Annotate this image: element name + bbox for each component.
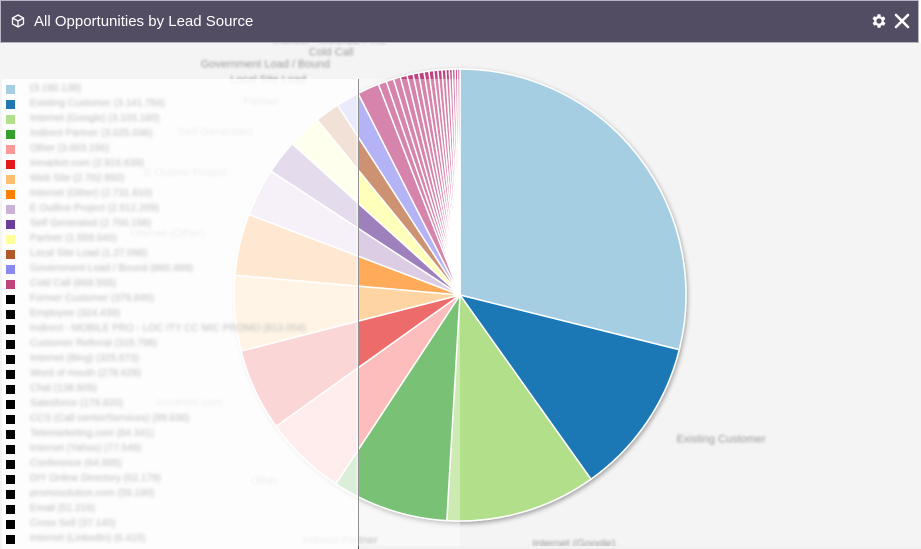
legend-swatch: [6, 85, 15, 94]
gear-icon[interactable]: [870, 12, 888, 30]
legend-label: Government Load / Bound (860.489): [30, 263, 193, 274]
legend-label: Email (51.216): [30, 503, 96, 514]
pie-slice[interactable]: [446, 292, 593, 522]
legend-label: Existing Customer (3.141.784): [30, 98, 166, 109]
legend-swatch: [6, 520, 15, 529]
legend-label: inmarket.com (2.916.639): [30, 158, 144, 169]
legend-label: Web Site (2.702.950): [30, 173, 125, 184]
legend-label: Telemarketing.com (84.341): [30, 428, 154, 439]
legend-label: Internet (Other) (2.731.810): [30, 188, 153, 199]
dashlet-title: All Opportunities by Lead Source: [34, 13, 254, 30]
legend-swatch: [6, 190, 15, 199]
legend-swatch: [6, 100, 15, 109]
slice-label: Government Load / Bound: [201, 59, 330, 71]
legend-swatch: [6, 385, 15, 394]
pie-slice[interactable]: [458, 293, 681, 481]
legend-label: Internet (Yahoo) (77.548): [30, 443, 142, 454]
legend-label: Partner (1.559.040): [30, 233, 117, 244]
legend-label: Word of mouth (278.628): [30, 368, 141, 379]
legend-swatch: [6, 430, 15, 439]
legend-label: Indirect Partner (3.025.036): [30, 128, 153, 139]
legend-swatch: [6, 400, 15, 409]
legend-label: Internet (Google) (3.103.180): [30, 113, 160, 124]
legend-swatch: [6, 220, 15, 229]
legend-label: Customer Referral (315.798): [30, 338, 158, 349]
legend-swatch: [6, 160, 15, 169]
slice-label: Internet (Google): [532, 538, 615, 546]
legend-swatch: [6, 475, 15, 484]
legend-label: Indirect - MOBILE PRO - LOC ITY CC MIC P…: [30, 323, 306, 334]
legend-swatch: [6, 310, 15, 319]
legend-swatch: [6, 175, 15, 184]
legend-label: DIY Online Directory (62.179): [30, 473, 161, 484]
legend-swatch: [6, 130, 15, 139]
legend-label: promosolution.com (59.190): [30, 488, 155, 499]
legend-swatch: [6, 115, 15, 124]
legend-label: Cold Call (868.565): [30, 278, 117, 289]
legend-swatch: [6, 145, 15, 154]
legend-label: E Outline Project (2.512.209): [30, 203, 159, 214]
legend-label: Internet (LinkedIn) (6.415): [30, 533, 146, 544]
legend-label: Local Site Load (1.27.098): [30, 248, 148, 259]
slice-label: Indirect - MOBILE PRO: [273, 43, 388, 46]
dashlet-header: All Opportunities by Lead Source: [0, 0, 919, 43]
legend-label: Other (3.003.156): [30, 143, 109, 154]
pie-slice[interactable]: [459, 68, 687, 351]
legend-swatch: [6, 535, 15, 544]
legend-swatch: [6, 325, 15, 334]
chart-legend: (3.180.138) Existing Customer (3.141.784)…: [2, 79, 359, 549]
legend-label: Cross Sell (37.140): [30, 518, 116, 529]
legend-label: Salesforce (179.820): [30, 398, 123, 409]
legend-swatch: [6, 235, 15, 244]
pie-slice[interactable]: [456, 68, 461, 296]
legend-label: CCS (Call center/Services) (89.636): [30, 413, 190, 424]
cube-icon: [11, 14, 25, 28]
legend-swatch: [6, 355, 15, 364]
legend-swatch: [6, 415, 15, 424]
slice-label: Existing Customer: [676, 434, 766, 446]
legend-label: (3.180.138): [30, 83, 82, 94]
legend-swatch: [6, 340, 15, 349]
legend-swatch: [6, 205, 15, 214]
legend-swatch: [6, 460, 15, 469]
legend-label: Conference (64.895): [30, 458, 122, 469]
legend-swatch: [6, 250, 15, 259]
legend-label: Employee (324.439): [30, 308, 121, 319]
chart-area: Existing Customer Internet (Google) Indire…: [0, 43, 921, 549]
slice-label: Cold Call: [309, 47, 354, 59]
legend-swatch: [6, 505, 15, 514]
legend-swatch: [6, 280, 15, 289]
legend-swatch: [6, 370, 15, 379]
legend-label: Chat (138.605): [30, 383, 97, 394]
legend-swatch: [6, 265, 15, 274]
legend-swatch: [6, 295, 15, 304]
legend-label: Self Generated (2.700.158): [30, 218, 152, 229]
legend-label: Former Customer (379.846): [30, 293, 154, 304]
legend-label: Internet (Bing) (325.673): [30, 353, 139, 364]
close-icon[interactable]: [893, 12, 911, 30]
legend-swatch: [6, 490, 15, 499]
legend-swatch: [6, 445, 15, 454]
